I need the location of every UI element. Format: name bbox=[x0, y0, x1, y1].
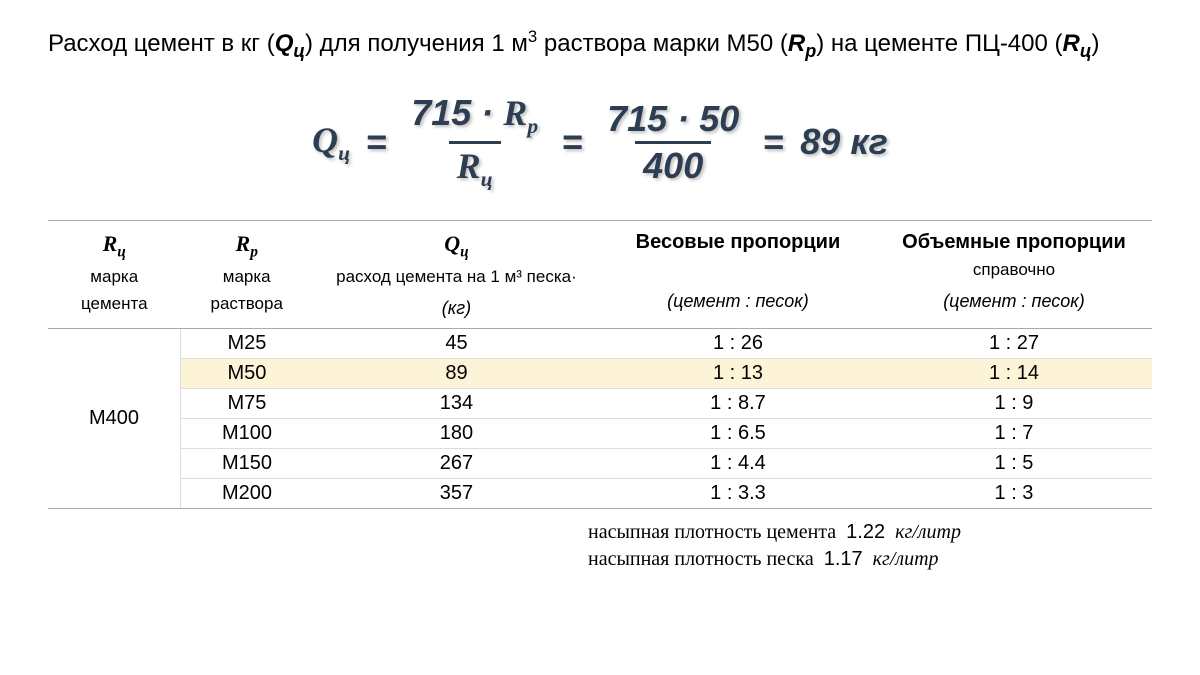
table-body: М400М25451 : 261 : 27М50891 : 131 : 14М7… bbox=[48, 329, 1152, 509]
table-row: М400М25451 : 261 : 27 bbox=[48, 329, 1152, 359]
frac1-num-sub: р bbox=[527, 114, 538, 138]
result-unit: кг bbox=[850, 121, 887, 162]
hdr-c2-l2: раствора bbox=[211, 294, 283, 313]
hdr-c5-unit: (цемент : песок) bbox=[882, 289, 1146, 313]
formula-result: 89 кг bbox=[800, 121, 888, 163]
cell-rp: М25 bbox=[180, 329, 312, 359]
cell-rp: М150 bbox=[180, 449, 312, 479]
cell-cement-grade: М400 bbox=[48, 329, 180, 509]
heading-rp-sub: р bbox=[805, 41, 816, 61]
heading-rc-sym: R bbox=[1063, 30, 1080, 57]
cell-vprop: 1 : 3 bbox=[876, 479, 1152, 509]
frac1-num-sym: R bbox=[503, 93, 527, 133]
fn2-label: насыпная плотность песка bbox=[588, 548, 814, 570]
cell-rp: М100 bbox=[180, 419, 312, 449]
formula: Qц = 715 · Rр Rц = 715 · 50 400 = 89 кг bbox=[312, 93, 888, 192]
hdr-c2-sym: R bbox=[236, 231, 251, 256]
heading-q-sub: ц bbox=[293, 41, 305, 61]
header-volume-prop: Объемные пропорции справочно (цемент : п… bbox=[876, 220, 1152, 328]
frac1-den-sub: ц bbox=[481, 167, 493, 191]
formula-eq3: = bbox=[763, 121, 784, 163]
footnote-2: насыпная плотность песка 1.17 кг/литр bbox=[588, 546, 1152, 573]
hdr-c3-l1: расход цемента на 1 м³ песка· bbox=[336, 267, 577, 286]
frac2-num: 715 · 50 bbox=[599, 99, 747, 141]
table-row: М1502671 : 4.41 : 5 bbox=[48, 449, 1152, 479]
hdr-c5-sub: справочно bbox=[973, 260, 1055, 279]
formula-frac1: 715 · Rр Rц bbox=[403, 93, 546, 192]
heading: Расход цемент в кг (Qц) для получения 1 … bbox=[48, 24, 1152, 65]
data-table: Rц марка цемента Rр марка раствора Qц ра… bbox=[48, 220, 1152, 509]
heading-q-sym: Q bbox=[275, 30, 294, 57]
hdr-c4-title: Весовые пропорции bbox=[636, 231, 841, 253]
hdr-c3-sym: Q bbox=[444, 231, 460, 256]
header-weight-prop: Весовые пропорции (цемент : песок) bbox=[600, 220, 876, 328]
cell-vprop: 1 : 14 bbox=[876, 359, 1152, 389]
cell-qc: 180 bbox=[313, 419, 600, 449]
formula-frac2: 715 · 50 400 bbox=[599, 99, 747, 185]
fn2-unit: кг/литр bbox=[873, 548, 939, 570]
hdr-c1-sub: ц bbox=[117, 243, 126, 260]
heading-mid2: раствора марки М50 ( bbox=[537, 30, 788, 57]
cell-wprop: 1 : 26 bbox=[600, 329, 876, 359]
cell-wprop: 1 : 13 bbox=[600, 359, 876, 389]
cell-rp: М200 bbox=[180, 479, 312, 509]
cell-wprop: 1 : 8.7 bbox=[600, 389, 876, 419]
formula-lhs: Qц bbox=[312, 119, 350, 166]
cell-wprop: 1 : 3.3 bbox=[600, 479, 876, 509]
cell-qc: 267 bbox=[313, 449, 600, 479]
hdr-c3-sub: ц bbox=[460, 243, 469, 260]
cell-qc: 45 bbox=[313, 329, 600, 359]
hdr-c2-sub: р bbox=[250, 243, 258, 260]
hdr-c4-unit: (цемент : песок) bbox=[606, 289, 870, 313]
fn1-val: 1.22 bbox=[846, 521, 885, 543]
heading-text-1: Расход цемент в кг ( bbox=[48, 30, 275, 57]
formula-eq2: = bbox=[562, 121, 583, 163]
heading-end: ) bbox=[1092, 30, 1100, 57]
hdr-c5-title: Объемные пропорции bbox=[902, 231, 1126, 253]
cell-vprop: 1 : 5 bbox=[876, 449, 1152, 479]
table-row: М751341 : 8.71 : 9 bbox=[48, 389, 1152, 419]
frac1-den-sym: R bbox=[457, 146, 481, 186]
cell-rp: М75 bbox=[180, 389, 312, 419]
header-rc: Rц марка цемента bbox=[48, 220, 180, 328]
hdr-c1-l2: цемента bbox=[81, 294, 148, 313]
hdr-c1-l1: марка bbox=[90, 267, 138, 286]
fn1-label: насыпная плотность цемента bbox=[588, 521, 836, 543]
frac2-den: 400 bbox=[635, 141, 711, 186]
cell-qc: 134 bbox=[313, 389, 600, 419]
fn1-unit: кг/литр bbox=[895, 521, 961, 543]
heading-sup3: 3 bbox=[528, 27, 537, 46]
cell-vprop: 1 : 7 bbox=[876, 419, 1152, 449]
heading-mid1: ) для получения 1 м bbox=[305, 30, 528, 57]
result-val: 89 bbox=[800, 121, 840, 162]
cell-rp: М50 bbox=[180, 359, 312, 389]
cell-qc: 357 bbox=[313, 479, 600, 509]
formula-eq1: = bbox=[366, 121, 387, 163]
hdr-c1-sym: R bbox=[103, 231, 118, 256]
formula-lhs-sub: ц bbox=[338, 141, 350, 165]
cell-wprop: 1 : 4.4 bbox=[600, 449, 876, 479]
cell-wprop: 1 : 6.5 bbox=[600, 419, 876, 449]
frac1-const: 715 · bbox=[411, 92, 493, 133]
hdr-c3-unit: (кг) bbox=[319, 296, 594, 320]
footnote-1: насыпная плотность цемента 1.22 кг/литр bbox=[588, 519, 1152, 546]
heading-rc-sub: ц bbox=[1080, 41, 1092, 61]
header-rp: Rр марка раствора bbox=[180, 220, 312, 328]
table-header-row: Rц марка цемента Rр марка раствора Qц ра… bbox=[48, 220, 1152, 328]
formula-lhs-sym: Q bbox=[312, 120, 338, 160]
table-row: М1001801 : 6.51 : 7 bbox=[48, 419, 1152, 449]
header-qc: Qц расход цемента на 1 м³ песка· (кг) bbox=[313, 220, 600, 328]
fn2-val: 1.17 bbox=[824, 548, 863, 570]
formula-container: Qц = 715 · Rр Rц = 715 · 50 400 = 89 кг bbox=[48, 93, 1152, 192]
table-row: М50891 : 131 : 14 bbox=[48, 359, 1152, 389]
cell-qc: 89 bbox=[313, 359, 600, 389]
footnotes: насыпная плотность цемента 1.22 кг/литр … bbox=[48, 519, 1152, 573]
heading-rp-sym: R bbox=[788, 30, 805, 57]
table-row: М2003571 : 3.31 : 3 bbox=[48, 479, 1152, 509]
hdr-c2-l1: марка bbox=[223, 267, 271, 286]
cell-vprop: 1 : 9 bbox=[876, 389, 1152, 419]
cell-vprop: 1 : 27 bbox=[876, 329, 1152, 359]
heading-mid3: ) на цементе ПЦ-400 ( bbox=[816, 30, 1062, 57]
